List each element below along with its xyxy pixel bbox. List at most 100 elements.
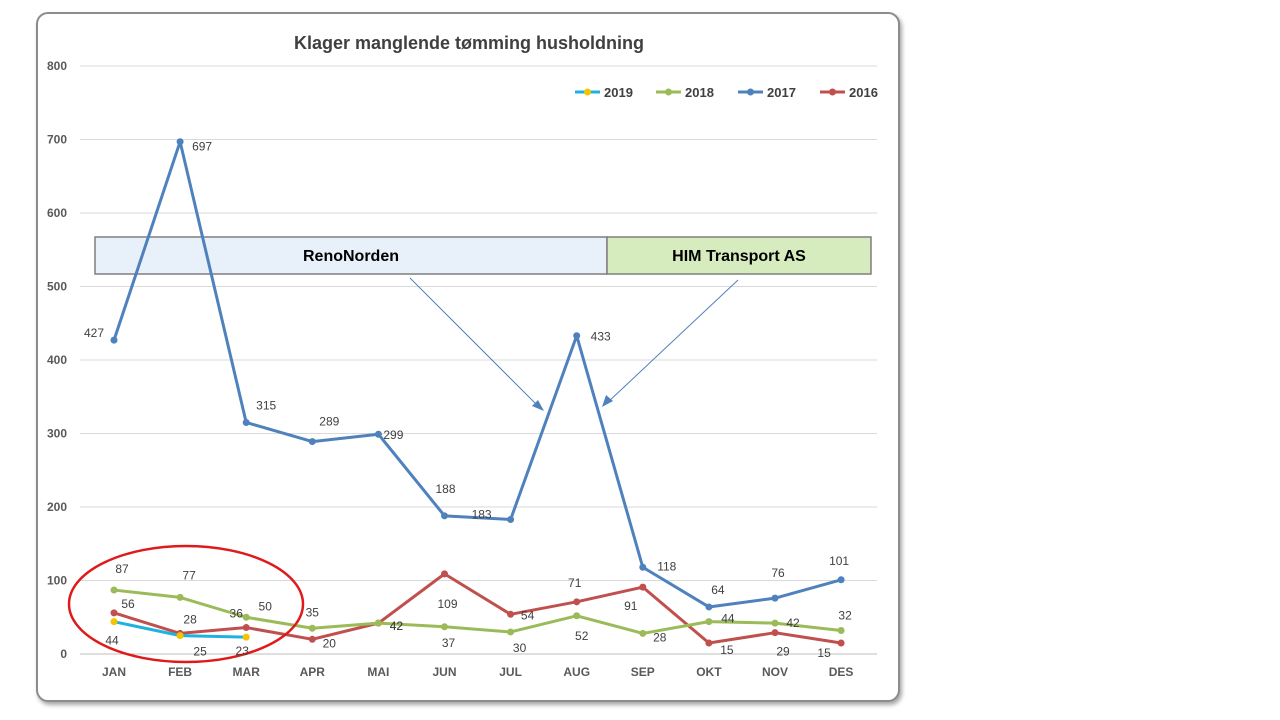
data-label-2016-jun: 109 — [437, 597, 457, 611]
x-tick-label-jul: JUL — [499, 665, 522, 679]
data-point-2017-jun — [441, 512, 448, 520]
data-label-2017-mai: 299 — [383, 428, 403, 442]
y-tick-label: 400 — [47, 353, 67, 367]
data-point-2017-okt — [705, 603, 713, 611]
data-point-2018-jan — [110, 586, 118, 594]
x-tick-label-sep: SEP — [631, 665, 655, 679]
data-label-2016-sep: 91 — [624, 599, 638, 613]
data-label-2018-okt: 44 — [721, 612, 735, 626]
data-point-2017-mar — [242, 418, 250, 426]
series-line-2016 — [113, 572, 842, 645]
data-label-2016-okt: 15 — [720, 643, 734, 657]
data-point-2017-feb — [176, 138, 184, 146]
data-point-2016-jul — [507, 610, 515, 618]
data-point-2016-jan — [110, 609, 118, 617]
legend-marker-2018 — [665, 88, 672, 96]
annotation-box-renonorden — [94, 236, 608, 275]
arrow-renonorden — [409, 277, 541, 409]
legend-label-2018: 2018 — [685, 85, 714, 100]
y-tick-label: 700 — [47, 133, 67, 147]
data-label-2018-jan: 87 — [115, 562, 129, 576]
data-label-2019-mar: 23 — [236, 644, 250, 658]
data-point-2016-nov — [771, 629, 779, 637]
data-point-2019-mar — [242, 633, 250, 641]
data-point-2016-des — [837, 639, 845, 647]
data-label-2018-aug: 52 — [575, 629, 589, 643]
highlight-ellipse — [67, 544, 305, 664]
data-point-2017-apr — [308, 438, 316, 446]
data-point-2018-mai — [374, 619, 382, 627]
data-label-2016-aug: 71 — [568, 576, 582, 590]
arrowhead-him-transport — [602, 395, 613, 407]
data-point-2016-sep — [639, 583, 647, 591]
data-point-2018-aug — [573, 612, 581, 620]
data-point-2019-jan — [110, 618, 118, 626]
data-label-2016-mai: 42 — [390, 619, 404, 633]
data-point-2017-mai — [374, 430, 382, 438]
arrowhead-renonorden — [532, 400, 544, 411]
x-tick-label-jan: JAN — [102, 665, 126, 679]
x-tick-label-okt: OKT — [696, 665, 722, 679]
data-point-2018-jun — [441, 623, 448, 631]
y-tick-label: 100 — [47, 574, 67, 588]
data-label-2019-jan: 44 — [105, 634, 119, 648]
arrow-him-transport — [606, 279, 739, 404]
data-label-2017-mar: 315 — [256, 398, 276, 412]
data-label-2019-feb: 25 — [193, 645, 207, 659]
data-label-2017-sep: 118 — [657, 559, 676, 573]
data-label-2017-aug: 433 — [591, 330, 611, 344]
data-label-2017-jul: 183 — [472, 507, 492, 521]
data-point-2016-apr — [308, 635, 316, 643]
data-point-2016-jun — [441, 570, 448, 578]
series-line-2017 — [112, 140, 842, 609]
x-tick-label-apr: APR — [300, 665, 326, 679]
data-label-2018-nov: 42 — [786, 616, 800, 630]
x-tick-label-aug: AUG — [563, 665, 590, 679]
data-point-2018-sep — [639, 629, 647, 637]
data-label-2017-feb: 697 — [192, 140, 212, 154]
data-point-2018-jul — [507, 628, 515, 636]
data-label-2016-feb: 28 — [183, 612, 197, 626]
y-tick-label: 500 — [47, 280, 67, 294]
x-tick-label-mar: MAR — [233, 665, 261, 679]
y-tick-label: 800 — [47, 59, 67, 73]
data-point-2018-okt — [705, 618, 713, 626]
data-label-2018-des: 32 — [838, 608, 852, 622]
legend-label-2019: 2019 — [604, 85, 633, 100]
data-label-2018-mar: 50 — [259, 599, 273, 613]
x-tick-label-jun: JUN — [432, 665, 456, 679]
data-label-2016-jul: 54 — [521, 608, 535, 622]
annotation-label-renonorden: RenoNorden — [303, 248, 399, 265]
data-label-2018-mai: 42 — [390, 619, 404, 633]
legend-label-2016: 2016 — [849, 85, 878, 100]
data-point-2017-des — [837, 576, 845, 584]
data-label-2017-jan: 427 — [84, 326, 104, 340]
data-label-2017-apr: 289 — [319, 415, 339, 429]
data-point-2017-jul — [507, 515, 515, 523]
data-label-2018-feb: 77 — [182, 568, 196, 582]
data-label-2017-okt: 64 — [711, 583, 725, 597]
data-label-2017-des: 101 — [829, 554, 849, 568]
data-point-2016-okt — [705, 639, 713, 647]
data-point-2018-nov — [771, 619, 779, 627]
y-tick-label: 300 — [47, 427, 67, 441]
data-label-2018-jul: 30 — [513, 641, 527, 655]
data-label-2018-sep: 28 — [653, 630, 667, 644]
legend-label-2017: 2017 — [767, 85, 796, 100]
data-label-2018-apr: 35 — [306, 605, 320, 619]
data-point-2016-aug — [573, 598, 581, 606]
data-point-2017-nov — [771, 594, 779, 602]
x-tick-label-mai: MAI — [367, 665, 389, 679]
data-label-2016-mar: 36 — [230, 607, 244, 621]
data-point-2018-feb — [176, 593, 184, 601]
data-point-2018-mar — [242, 613, 250, 621]
data-label-2016-jan: 56 — [121, 597, 135, 611]
x-tick-label-feb: FEB — [168, 665, 192, 679]
data-label-2016-apr: 20 — [323, 636, 337, 650]
data-point-2017-jan — [110, 336, 118, 344]
data-label-2016-nov: 29 — [776, 645, 790, 659]
y-tick-label: 0 — [60, 647, 67, 661]
legend-marker-2017 — [747, 88, 754, 96]
x-tick-label-nov: NOV — [762, 665, 788, 679]
y-tick-label: 200 — [47, 500, 67, 514]
